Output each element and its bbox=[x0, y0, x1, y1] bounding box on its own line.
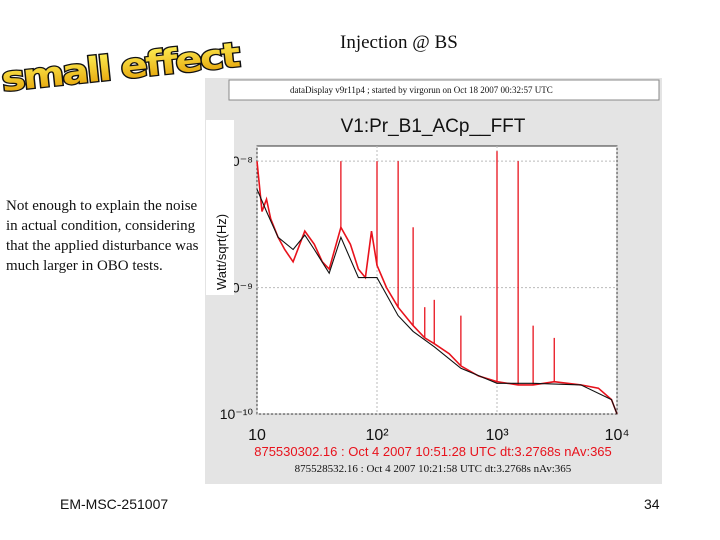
y-tick-label: 10⁻¹⁰ bbox=[220, 406, 254, 422]
y-axis-label-box: Watt/sqrt(Hz) bbox=[206, 120, 234, 295]
chart-title: V1:Pr_B1_ACp__FFT bbox=[341, 116, 526, 137]
series-line-black bbox=[256, 188, 618, 415]
chart-header-bar bbox=[228, 79, 660, 101]
footer-label: EM-MSC-251007 bbox=[60, 496, 169, 512]
note-text: Not enough to explain the noise in actua… bbox=[6, 198, 199, 274]
plot-area bbox=[256, 145, 618, 415]
x-tick-label: 10 bbox=[248, 427, 266, 444]
legend-red: 875530302.16 : Oct 4 2007 10:51:28 UTC d… bbox=[254, 444, 612, 459]
slide-title: Injection @ BS bbox=[340, 32, 458, 53]
spectrum-chart: dataDisplay v9r11p4 ; started by virgoru… bbox=[220, 79, 660, 475]
chart-panel: dataDisplay v9r11p4 ; started by virgoru… bbox=[205, 78, 662, 484]
page-number: 34 bbox=[644, 496, 660, 512]
x-tick-label: 10³ bbox=[485, 427, 509, 444]
x-tick-label: 10² bbox=[365, 427, 389, 444]
y-axis-label: Watt/sqrt(Hz) bbox=[214, 214, 229, 290]
legend-black: 875528532.16 : Oct 4 2007 10:21:58 UTC d… bbox=[295, 463, 572, 475]
x-tick-label: 10⁴ bbox=[605, 427, 630, 444]
chart-header-text: dataDisplay v9r11p4 ; started by virgoru… bbox=[290, 85, 553, 95]
wordart-small-effect: small effect bbox=[0, 38, 244, 98]
